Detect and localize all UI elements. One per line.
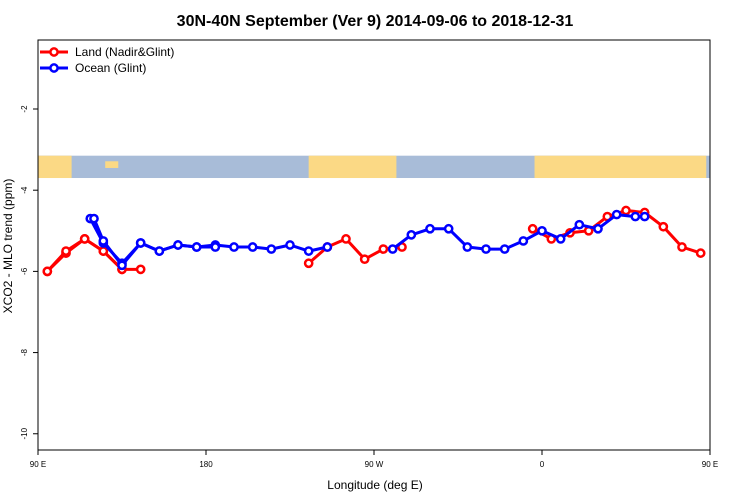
series-line-land	[46, 237, 124, 273]
data-point-ocean	[303, 246, 314, 256]
series-line-land	[307, 237, 403, 265]
y-tick-label: -2	[20, 105, 29, 113]
legend: Land (Nadir&Glint) Ocean (Glint)	[40, 45, 174, 75]
x-axis-label: Longitude (deg E)	[327, 478, 422, 492]
data-point-ocean	[191, 242, 202, 252]
map-land	[38, 155, 707, 179]
legend-label-land: Land (Nadir&Glint)	[75, 45, 174, 59]
data-point-ocean	[266, 244, 277, 254]
data-point-ocean	[555, 234, 566, 244]
y-tick-label: -10	[20, 427, 29, 439]
x-tick-label: 90 W	[365, 460, 384, 469]
data-point-ocean	[210, 242, 221, 252]
data-point-land	[527, 223, 538, 234]
x-tick-label: 0	[540, 460, 545, 469]
data-point-land	[61, 246, 71, 256]
data-point-ocean	[462, 242, 473, 252]
data-point-ocean	[135, 238, 146, 248]
data-point-ocean	[247, 242, 258, 252]
x-tick-label: 90 E	[30, 460, 46, 469]
data-point-land	[341, 234, 351, 244]
data-point-ocean	[285, 240, 295, 250]
data-point-land	[303, 258, 314, 269]
data-point-ocean	[443, 223, 454, 234]
data-point-ocean	[98, 236, 109, 246]
map-strip	[38, 155, 710, 179]
y-tick-label: -8	[20, 348, 29, 356]
land-mediterranean-africa	[534, 155, 707, 179]
data-point-ocean	[89, 213, 99, 224]
data-point-land	[378, 244, 389, 254]
data-point-ocean	[537, 225, 547, 236]
data-point-ocean	[518, 236, 529, 246]
data-point-land	[621, 205, 631, 216]
data-point-ocean	[630, 211, 641, 222]
data-point-ocean	[593, 223, 603, 234]
data-point-ocean	[322, 242, 333, 252]
data-point-ocean	[173, 240, 183, 250]
series-layer	[42, 205, 706, 277]
x-tick-label: 180	[199, 460, 213, 469]
data-point-land	[98, 246, 109, 256]
chart-title: 30N-40N September (Ver 9) 2014-09-06 to …	[177, 13, 574, 30]
legend-label-ocean: Ocean (Glint)	[75, 61, 146, 75]
plot-frame	[37, 39, 711, 451]
y-axis-label: XCO2 - MLO trend (ppm)	[1, 179, 15, 314]
data-point-land	[695, 248, 706, 258]
y-tick-label: -4	[20, 186, 29, 194]
data-point-ocean	[425, 223, 435, 234]
land-asia	[38, 155, 72, 179]
data-point-land	[42, 266, 53, 277]
legend-marker-land	[49, 47, 59, 57]
data-point-ocean	[387, 244, 398, 254]
data-point-land	[135, 264, 146, 275]
data-point-ocean	[639, 211, 650, 222]
data-point-ocean	[229, 242, 239, 252]
legend-marker-ocean	[49, 63, 59, 73]
data-point-ocean	[611, 209, 622, 220]
data-point-ocean	[117, 260, 127, 271]
data-point-ocean	[574, 219, 585, 230]
land-north-america	[308, 155, 397, 179]
y-tick-label: -6	[20, 267, 29, 275]
data-point-ocean	[154, 246, 165, 256]
data-point-ocean	[481, 244, 491, 254]
data-point-land	[677, 242, 687, 252]
data-point-ocean	[406, 230, 417, 240]
data-point-land	[658, 221, 669, 232]
x-tick-label: 90 E	[702, 460, 718, 469]
y-axis: -2 -4 -6 -8 -10	[20, 105, 38, 440]
data-point-ocean	[499, 244, 510, 254]
x-axis: 90 E 180 90 W 0 90 E	[30, 450, 718, 469]
data-point-land	[359, 254, 370, 265]
data-point-land	[79, 234, 90, 244]
land-japan	[105, 161, 119, 168]
